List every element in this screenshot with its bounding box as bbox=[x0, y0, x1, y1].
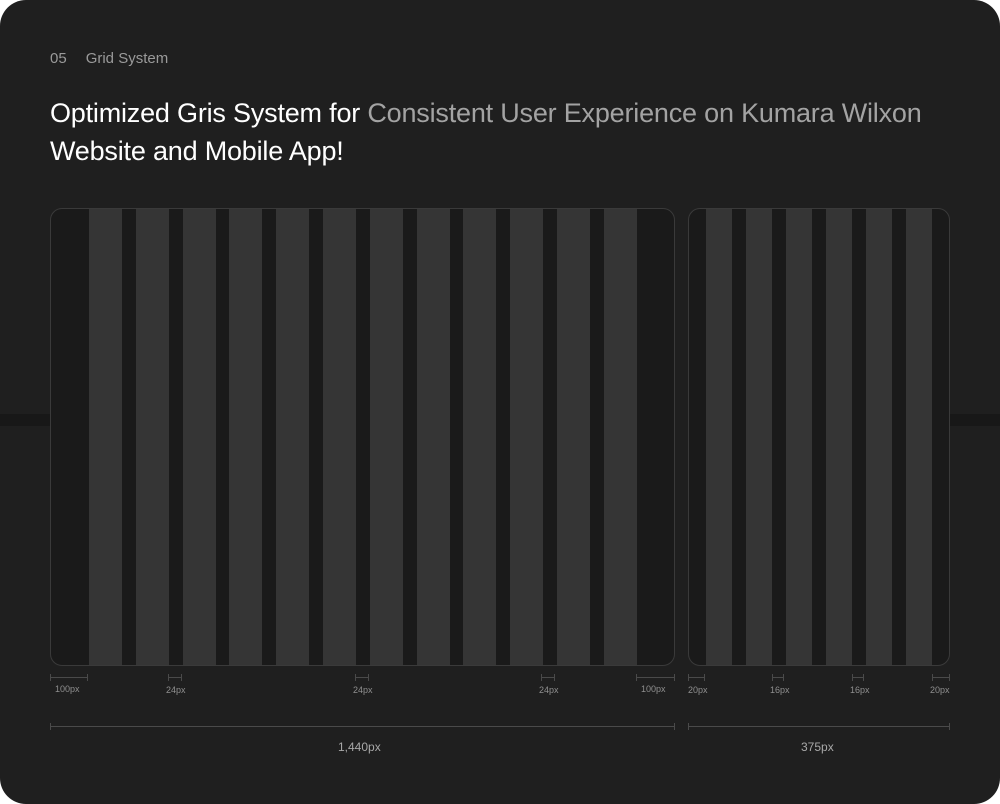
desktop-gutter-measure-2 bbox=[355, 674, 369, 681]
left-edge-marker bbox=[0, 414, 50, 426]
desktop-grid-column-12 bbox=[603, 209, 637, 665]
desktop-margin-left-label: 100px bbox=[55, 684, 80, 694]
desktop-gutter-label-1: 24px bbox=[166, 685, 186, 695]
mobile-gutter-measure-1 bbox=[772, 674, 784, 681]
desktop-grid-column-1 bbox=[89, 209, 122, 665]
headline-part-1: Optimized Gris System for bbox=[50, 98, 368, 128]
section-number: 05 bbox=[50, 50, 67, 67]
desktop-grid-column-7 bbox=[369, 209, 403, 665]
mobile-grid-column-2 bbox=[746, 209, 772, 665]
desktop-grid-column-3 bbox=[182, 209, 216, 665]
mobile-gutter-label-1: 16px bbox=[770, 685, 790, 695]
desktop-grid-column-6 bbox=[323, 209, 356, 665]
desktop-margin-left-measure bbox=[50, 674, 88, 681]
desktop-grid-column-4 bbox=[229, 209, 263, 665]
section-title: Grid System bbox=[85, 50, 169, 67]
mobile-gutter-measure-2 bbox=[852, 674, 864, 681]
mobile-grid-column-4 bbox=[826, 209, 852, 665]
right-edge-marker bbox=[950, 414, 1000, 426]
desktop-grid-column-9 bbox=[463, 209, 497, 665]
desktop-width-measure bbox=[50, 723, 675, 730]
headline-part-3: Website and Mobile App! bbox=[50, 136, 344, 166]
desktop-grid-column-2 bbox=[135, 209, 169, 665]
desktop-width-label: 1,440px bbox=[338, 740, 381, 754]
desktop-grid-column-11 bbox=[557, 209, 590, 665]
desktop-gutter-label-3: 24px bbox=[539, 685, 559, 695]
desktop-grid-column-10 bbox=[510, 209, 544, 665]
mobile-gutter-label-2: 16px bbox=[850, 685, 870, 695]
mobile-grid-column-1 bbox=[706, 209, 732, 665]
desktop-gutter-measure-3 bbox=[541, 674, 555, 681]
mobile-grid-preview bbox=[688, 208, 950, 666]
section-label: 05 Grid System bbox=[50, 50, 168, 67]
mobile-margin-right-label: 20px bbox=[930, 685, 950, 695]
desktop-grid-preview bbox=[50, 208, 675, 666]
mobile-grid-column-5 bbox=[866, 209, 892, 665]
desktop-margin-right-label: 100px bbox=[641, 684, 666, 694]
mobile-grid-column-6 bbox=[906, 209, 932, 665]
desktop-gutter-measure-1 bbox=[168, 674, 182, 681]
mobile-margin-left-label: 20px bbox=[688, 685, 708, 695]
desktop-grid-column-5 bbox=[276, 209, 310, 665]
mobile-width-measure bbox=[688, 723, 950, 730]
mobile-margin-left-measure bbox=[688, 674, 705, 681]
desktop-margin-right-measure bbox=[636, 674, 675, 681]
mobile-width-label: 375px bbox=[801, 740, 834, 754]
page-title: Optimized Gris System for Consistent Use… bbox=[50, 94, 930, 170]
desktop-gutter-label-2: 24px bbox=[353, 685, 373, 695]
mobile-margin-right-measure bbox=[932, 674, 950, 681]
mobile-grid-column-3 bbox=[786, 209, 812, 665]
desktop-grid-column-8 bbox=[416, 209, 450, 665]
headline-highlight: Consistent User Experience on Kumara Wil… bbox=[367, 98, 922, 128]
